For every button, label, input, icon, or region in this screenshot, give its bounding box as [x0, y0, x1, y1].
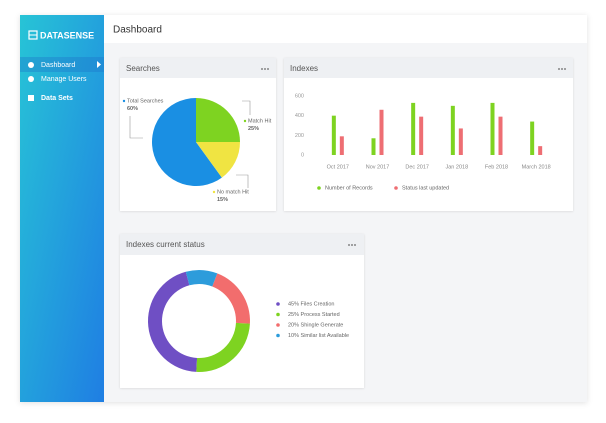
legend-label: 45% Files Creation	[288, 301, 334, 307]
legend-label: Number of Records	[325, 185, 373, 191]
pie-slice	[196, 98, 240, 142]
nav-icon	[28, 76, 34, 82]
panel-menu[interactable]	[261, 68, 269, 70]
sidebar	[20, 15, 104, 402]
slice-label: Match Hit	[248, 118, 272, 124]
x-tick-label: March 2018	[522, 164, 551, 170]
brand: DATASENSE	[40, 30, 94, 40]
slice-value: 25%	[248, 126, 259, 132]
donut-segment	[196, 322, 250, 372]
label-dot	[212, 190, 216, 194]
panel-header	[120, 58, 276, 78]
bar	[419, 116, 424, 155]
page-title: Dashboard	[113, 25, 162, 36]
bar	[490, 102, 495, 155]
bar	[339, 136, 344, 155]
bar	[379, 109, 384, 155]
x-tick-label: Oct 2017	[327, 164, 349, 170]
header-bar	[104, 15, 587, 43]
legend-dot	[276, 312, 280, 317]
y-tick-label: 400	[295, 113, 304, 119]
label-dot	[243, 119, 247, 123]
bar	[331, 115, 336, 155]
bar	[371, 138, 376, 155]
slice-value: 60%	[127, 106, 138, 112]
legend-dot	[276, 302, 280, 306]
slice-label: Total Searches	[127, 98, 164, 104]
donut-segment	[148, 271, 198, 372]
slice-label: No match Hit	[217, 189, 249, 195]
legend-label: 10% Similar list Available	[288, 333, 349, 339]
nav-arrow	[97, 61, 101, 68]
y-tick-label: 0	[301, 152, 304, 158]
nav-item[interactable]: Data Sets	[41, 95, 73, 102]
slice-value: 15%	[217, 197, 228, 203]
nav-icon	[28, 95, 34, 101]
label-dot	[122, 99, 126, 103]
bar	[411, 102, 416, 155]
pie-slice	[151, 98, 222, 187]
x-tick-label: Nov 2017	[366, 164, 390, 170]
pie-slice	[196, 142, 240, 178]
donut-segment	[212, 273, 250, 324]
bar	[498, 116, 503, 155]
panel-title: Searches	[126, 64, 160, 73]
legend-label: 25% Process Started	[288, 312, 340, 318]
x-tick-label: Jan 2018	[446, 164, 469, 170]
legend-dot	[276, 323, 280, 327]
nav-active	[20, 57, 104, 72]
panel-menu[interactable]	[348, 244, 356, 246]
bar	[530, 121, 535, 155]
x-tick-label: Dec 2017	[405, 164, 429, 170]
legend-label: Status last updated	[402, 185, 449, 191]
bar	[538, 146, 543, 155]
legend-label: 20% Shingle Generate	[288, 322, 343, 328]
nav-icon	[28, 62, 34, 68]
donut-segment	[185, 270, 218, 287]
panel-header	[120, 234, 364, 255]
legend-dot	[394, 186, 398, 190]
legend-dot	[317, 186, 321, 190]
bar	[458, 128, 463, 155]
y-tick-label: 600	[295, 93, 304, 99]
nav-item[interactable]: Dashboard	[41, 62, 75, 69]
panel-title: Indexes current status	[126, 240, 205, 249]
y-tick-label: 200	[295, 133, 304, 139]
panel-header	[284, 58, 573, 78]
bar	[450, 105, 455, 155]
x-tick-label: Feb 2018	[485, 164, 508, 170]
panel-menu[interactable]	[558, 68, 566, 70]
connector	[129, 100, 251, 188]
panel-title: Indexes	[290, 64, 318, 73]
legend-dot	[276, 333, 280, 338]
nav-item[interactable]: Manage Users	[41, 76, 87, 83]
